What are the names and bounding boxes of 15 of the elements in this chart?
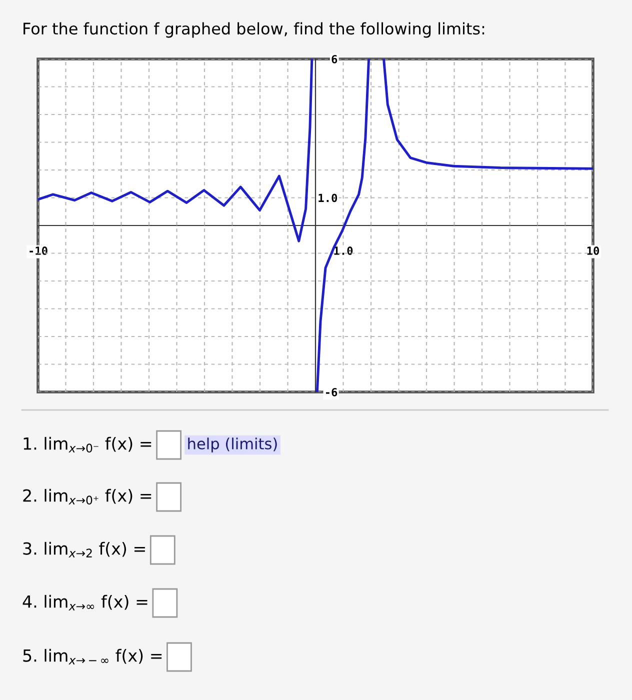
text: help (limits) (188, 438, 277, 452)
y-tick-label: -6 (326, 388, 338, 396)
y-tick-label: 1.0 (318, 194, 338, 202)
text: 1. lim$_{x→0⁻}$ f(x) = (24, 436, 152, 452)
x-tick-label: 1.0 (334, 246, 353, 255)
text: 3. lim$_{x→2}$ f(x) = (23, 542, 145, 558)
x-tick-label: -10 (30, 246, 48, 255)
y-tick-label: 6 (332, 54, 338, 64)
x-tick-label: 10 (587, 246, 600, 255)
line-series (38, 59, 314, 242)
text: 4. lim$_{x→∞}$ f(x) = (22, 594, 148, 610)
chart-title: For the function f graphed below, find the following limits: (24, 22, 484, 38)
text: 5. lim$_{x→−∞}$ f(x) = (23, 648, 162, 664)
line-series (382, 59, 593, 170)
text: 2. lim$_{x→0⁺}$ f(x) = (23, 488, 152, 504)
